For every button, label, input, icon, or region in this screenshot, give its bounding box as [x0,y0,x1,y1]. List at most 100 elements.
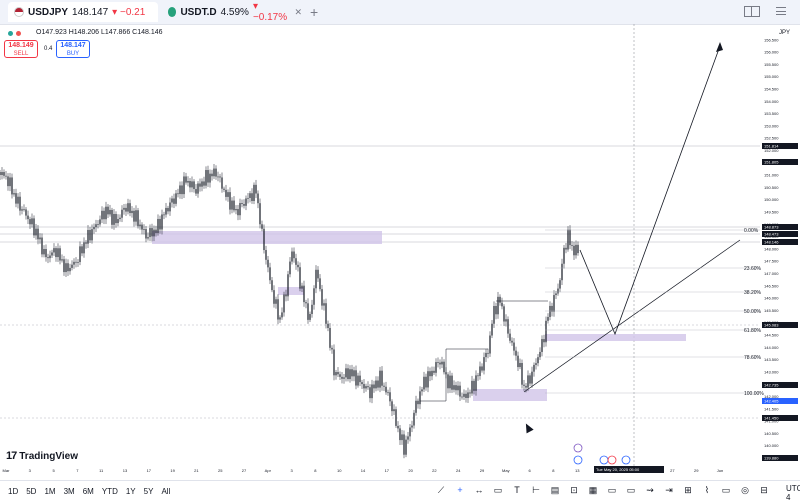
candle-body [463,393,465,397]
candle-body [457,385,459,391]
candle-body [233,200,235,211]
candle-body [513,342,515,351]
tab-usdt-d[interactable]: USDT.D 4.59% ▾ −0.17% ✕ [162,1,308,23]
candle-body [417,400,419,405]
candle-body [221,177,223,189]
price-chart[interactable]: 0.00% 23.60% 38.20% 50.00% 61.80% 78.60% 100.0… [0,24,800,480]
close-tab-icon[interactable]: ✕ [294,6,302,17]
candle-body [329,327,331,348]
drawing-tool-icon[interactable]: T [514,485,520,495]
candle-body [413,412,415,426]
drawing-tool-icon[interactable]: ▭ [721,485,731,495]
drawing-tool-icon[interactable]: ▦ [588,485,598,495]
drawing-tool-icon[interactable]: + [457,485,463,495]
y-tick-label: 147.500 [764,259,779,264]
range-5d[interactable]: 5D [26,486,37,496]
candle-body [65,263,67,273]
candle-body [309,313,311,320]
ohlc-values: O147.923 H148.206 L147.866 C148.146 [36,29,163,36]
range-1d[interactable]: 1D [8,486,19,496]
buy-button[interactable]: 148.147 BUY [56,40,90,58]
candle-body [171,198,173,203]
range-ytd[interactable]: YTD [101,486,118,496]
y-tick-label: 143.500 [764,357,779,362]
menu-icon[interactable] [776,7,786,15]
drawing-tool-icon[interactable]: ⇥ [665,485,673,495]
candle-body [303,285,305,303]
range-all[interactable]: All [161,486,171,496]
drawing-tool-icon[interactable]: ◎ [741,485,749,495]
candle-body [339,374,341,377]
drawing-tool-icon[interactable]: ▭ [607,485,617,495]
candle-body [495,306,497,315]
drawing-tool-icon[interactable]: ⌇ [704,485,710,495]
drawing-tool-icon[interactable]: ▤ [550,485,560,495]
y-tick-label: 146.000 [764,296,779,301]
zones [152,231,686,401]
candle-body [75,261,77,263]
x-tick-label: 24 [456,468,461,473]
candle-body [371,384,373,399]
candle-body [355,370,357,386]
candle-body [11,177,13,195]
drawing-tool-icon[interactable]: ⊡ [570,485,578,495]
x-tick-label: 25 [218,468,223,473]
candle-body [79,246,81,263]
candle-body [387,392,389,394]
drawing-tool-icon[interactable]: ↔ [474,485,484,495]
candle-body [187,180,189,183]
candle-body [489,335,491,354]
range-buttons: 1D 5D 1M 3M 6M YTD 1Y 5Y All [0,487,174,496]
crosshair-date-box [594,466,664,473]
layout-icon[interactable] [744,6,760,17]
price-label-box [762,224,798,230]
buy-price: 148.147 [60,42,86,49]
range-1m[interactable]: 1M [44,486,56,496]
x-tick-label: Mar [3,468,11,473]
candle-body [449,375,451,389]
drawing-tool-icon[interactable]: ⊢ [532,485,540,495]
candle-body [85,242,87,244]
candle-body [313,288,315,305]
drawing-tool-icon[interactable]: ▭ [493,485,503,495]
range-5y[interactable]: 5Y [143,486,154,496]
candle-body [509,333,511,341]
candle-body [39,237,41,240]
candle-body [49,255,51,259]
price-label-box [762,143,798,149]
tab-symbol: USDJPY [28,6,69,18]
candle-body [459,385,461,397]
candle-body [539,351,541,358]
drawing-tool-icon[interactable]: ⟋ [437,485,445,495]
drawing-tool-icon[interactable]: ⇝ [646,485,654,495]
tab-usdjpy[interactable]: USDJPY 148.147 ▾ −0.21 [8,2,158,22]
y-tick-label: 146.500 [764,283,779,288]
drawing-tool-icon[interactable]: ⊟ [760,485,768,495]
y-tick-label: 140.500 [764,431,779,436]
y-tick-label: 145.500 [764,308,779,313]
add-tab-button[interactable]: + [310,4,319,20]
candle-body [333,349,335,376]
candle-body [133,210,135,222]
tv-logo-icon: 17 [6,450,17,462]
candle-body [55,248,57,258]
sell-button[interactable]: 148.149 SELL [4,40,38,58]
range-3m[interactable]: 3M [63,486,75,496]
range-1y[interactable]: 1Y [125,486,136,496]
candle-body [195,189,197,194]
candle-body [281,312,283,318]
candle-body [391,401,393,412]
candle-body [497,296,499,315]
candle-body [111,209,113,225]
x-tick-label: 22 [432,468,437,473]
drawing-tool-icon[interactable]: ⊞ [684,485,692,495]
candle-body [263,228,265,251]
drawing-tool-icon[interactable]: ▭ [626,485,636,495]
candle-body [555,293,557,296]
timezone[interactable]: UTC-4 [786,484,800,502]
price-label-box [762,382,798,388]
candle-body [131,210,133,214]
range-6m[interactable]: 6M [82,486,94,496]
candle-body [135,210,137,222]
candle-body [531,371,533,384]
